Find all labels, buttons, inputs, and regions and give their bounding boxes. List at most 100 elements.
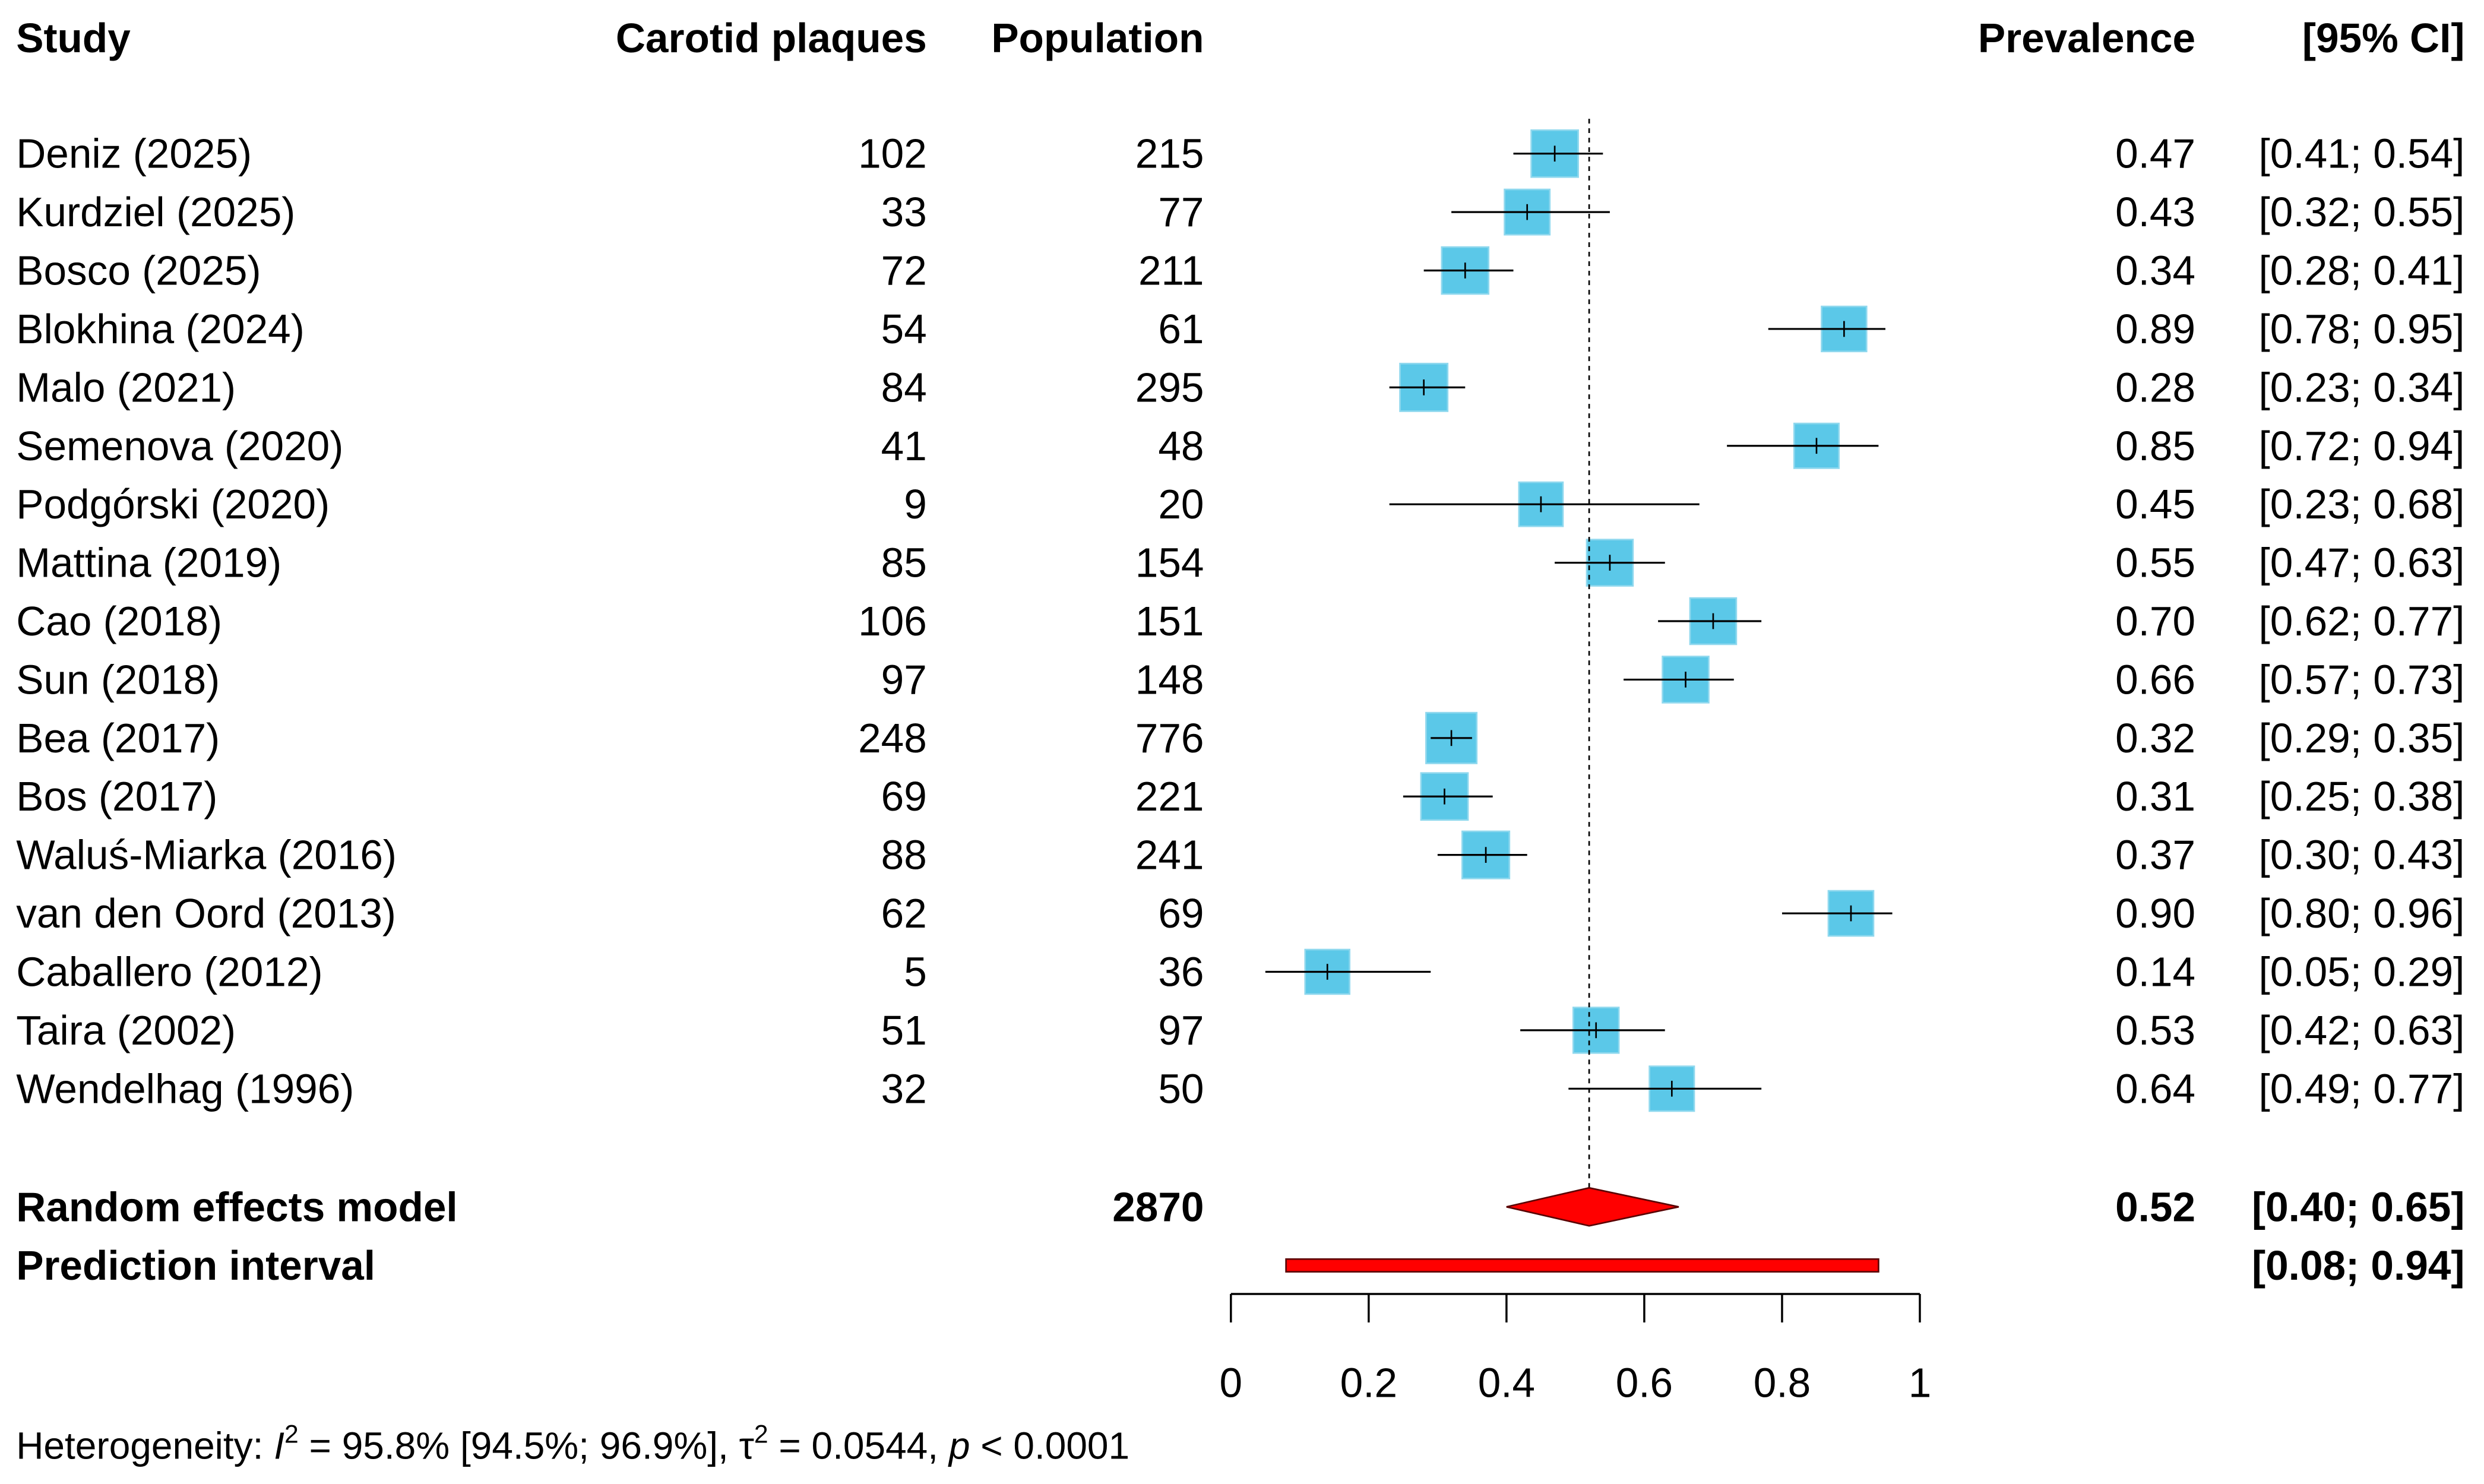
study-row: Bos (2017) 69 221 0.31 [0.25; 0.38] [16, 773, 2464, 819]
study-events: 41 [881, 423, 927, 469]
study-events: 248 [858, 715, 927, 761]
header-estimate: Prevalence [1978, 15, 2195, 61]
x-tick-label: 0.4 [1478, 1359, 1535, 1406]
study-name: Mattina (2019) [16, 540, 281, 586]
study-events: 97 [881, 656, 927, 703]
random-effects-ci: [0.40; 0.65] [2252, 1184, 2464, 1230]
random-effects-total: 2870 [1112, 1184, 1204, 1230]
prediction-interval-bar [1285, 1258, 1879, 1273]
study-ci: [0.28; 0.41] [2259, 248, 2465, 294]
header-ci: [95% CI] [2302, 15, 2465, 61]
study-events: 106 [858, 598, 927, 644]
study-name: Bosco (2025) [16, 248, 261, 294]
prediction-interval-row: Prediction interval [0.08; 0.94] [16, 1242, 2464, 1289]
study-ci: [0.78; 0.95] [2259, 306, 2465, 352]
study-estimate: 0.28 [2115, 364, 2195, 410]
study-events: 32 [881, 1065, 927, 1112]
study-total: 36 [1158, 948, 1204, 995]
random-effects-estimate: 0.52 [2115, 1184, 2195, 1230]
study-total: 295 [1135, 364, 1204, 410]
study-estimate: 0.32 [2115, 715, 2195, 761]
study-row: Wendelhag (1996) 32 50 0.64 [0.49; 0.77] [16, 1065, 2464, 1112]
study-name: Podgórski (2020) [16, 481, 330, 527]
het-tau-symbol: τ [739, 1424, 754, 1467]
het-i2-symbol: I [274, 1424, 284, 1467]
study-events: 5 [904, 948, 927, 995]
study-estimate: 0.34 [2115, 248, 2195, 294]
study-row: Semenova (2020) 41 48 0.85 [0.72; 0.94] [16, 423, 2464, 469]
study-estimate: 0.66 [2115, 656, 2195, 703]
study-total: 215 [1135, 131, 1204, 177]
study-estimate: 0.53 [2115, 1007, 2195, 1053]
x-axis: 0 0.2 0.4 0.6 0.8 1 [1220, 1293, 1932, 1406]
study-row: Taira (2002) 51 97 0.53 [0.42; 0.63] [16, 1007, 2464, 1053]
het-p-text: < 0.0001 [970, 1424, 1129, 1467]
heterogeneity-text: Heterogeneity: I2 = 95.8% [94.5%; 96.9%]… [16, 1420, 1129, 1467]
study-row: Bosco (2025) 72 211 0.34 [0.28; 0.41] [16, 248, 2464, 294]
study-ci: [0.42; 0.63] [2259, 1007, 2465, 1053]
study-name: Deniz (2025) [16, 131, 252, 177]
x-tick-label: 0.8 [1754, 1359, 1811, 1406]
prediction-interval-label: Prediction interval [16, 1242, 375, 1289]
study-name: Cao (2018) [16, 598, 222, 644]
study-total: 48 [1158, 423, 1204, 469]
study-total: 154 [1135, 540, 1204, 586]
study-estimate: 0.45 [2115, 481, 2195, 527]
study-events: 102 [858, 131, 927, 177]
het-tau-sup: 2 [754, 1420, 768, 1449]
study-ci: [0.72; 0.94] [2259, 423, 2465, 469]
study-name: van den Oord (2013) [16, 890, 396, 936]
study-name: Bos (2017) [16, 773, 217, 819]
header-total: Population [991, 15, 1204, 61]
het-p-symbol: p [948, 1424, 970, 1467]
het-tau-text: = 0.0544, [768, 1424, 949, 1467]
study-events: 72 [881, 248, 927, 294]
study-total: 221 [1135, 773, 1204, 819]
study-estimate: 0.43 [2115, 189, 2195, 235]
random-effects-row: Random effects model 2870 0.52 [0.40; 0.65] [16, 1184, 2464, 1230]
study-row: Cao (2018) 106 151 0.70 [0.62; 0.77] [16, 598, 2464, 644]
x-tick-label: 0.6 [1616, 1359, 1673, 1406]
study-total: 148 [1135, 656, 1204, 703]
random-effects-label: Random effects model [16, 1184, 457, 1230]
study-name: Taira (2002) [16, 1007, 236, 1053]
study-row: Bea (2017) 248 776 0.32 [0.29; 0.35] [16, 715, 2464, 761]
x-tick-label: 0.2 [1340, 1359, 1397, 1406]
random-effects-diamond [1506, 1186, 1679, 1227]
x-tick-label: 0 [1220, 1359, 1243, 1406]
x-tick-label: 1 [1909, 1359, 1932, 1406]
study-events: 62 [881, 890, 927, 936]
study-row: Deniz (2025) 102 215 0.47 [0.41; 0.54] [16, 131, 2464, 177]
study-total: 50 [1158, 1065, 1204, 1112]
study-total: 61 [1158, 306, 1204, 352]
study-row: Sun (2018) 97 148 0.66 [0.57; 0.73] [16, 656, 2464, 703]
study-estimate: 0.85 [2115, 423, 2195, 469]
study-estimate: 0.89 [2115, 306, 2195, 352]
study-total: 77 [1158, 189, 1204, 235]
study-row: Mattina (2019) 85 154 0.55 [0.47; 0.63] [16, 540, 2464, 586]
study-ci: [0.05; 0.29] [2259, 948, 2465, 995]
study-ci: [0.80; 0.96] [2259, 890, 2465, 936]
study-events: 9 [904, 481, 927, 527]
study-name: Malo (2021) [16, 364, 236, 410]
het-i2-sup: 2 [284, 1420, 299, 1449]
study-name: Bea (2017) [16, 715, 220, 761]
study-ci: [0.23; 0.68] [2259, 481, 2465, 527]
study-total: 97 [1158, 1007, 1204, 1053]
study-row: Podgórski (2020) 9 20 0.45 [0.23; 0.68] [16, 481, 2464, 527]
study-estimate: 0.31 [2115, 773, 2195, 819]
study-total: 20 [1158, 481, 1204, 527]
study-ci: [0.30; 0.43] [2259, 832, 2465, 878]
study-estimate: 0.70 [2115, 598, 2195, 644]
column-headers: Study Carotid plaques Population Prevale… [16, 15, 2464, 61]
study-row: Waluś-Miarka (2016) 88 241 0.37 [0.30; 0.43] [16, 832, 2464, 878]
study-row: van den Oord (2013) 62 69 0.90 [0.80; 0.96] [16, 890, 2464, 936]
study-total: 241 [1135, 832, 1204, 878]
study-name: Waluś-Miarka (2016) [16, 832, 397, 878]
study-name: Sun (2018) [16, 656, 220, 703]
study-ci: [0.32; 0.55] [2259, 189, 2465, 235]
study-events: 33 [881, 189, 927, 235]
study-ci: [0.57; 0.73] [2259, 656, 2465, 703]
study-row: Caballero (2012) 5 36 0.14 [0.05; 0.29] [16, 948, 2464, 995]
